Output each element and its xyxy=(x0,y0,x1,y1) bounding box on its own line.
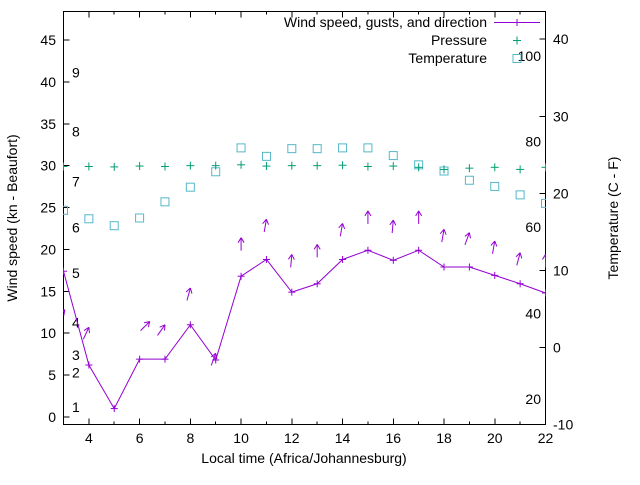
x-tick-label: 20 xyxy=(487,430,503,446)
fahrenheit-label: 100 xyxy=(518,48,542,64)
wind-direction-arrow xyxy=(63,309,66,321)
wind-direction-arrow xyxy=(389,219,397,234)
wind-direction-arrow xyxy=(364,210,372,224)
beaufort-label: 1 xyxy=(72,399,80,415)
wind-direction-arrow xyxy=(313,244,321,258)
pressure-series xyxy=(63,160,546,174)
left-axis-title: Wind speed (kn - Beaufort) xyxy=(4,134,20,301)
y-left-tick-label: 25 xyxy=(40,200,56,216)
wind-direction-arrow xyxy=(210,352,218,366)
y-left-tick-label: 15 xyxy=(40,283,56,299)
plot-border xyxy=(63,11,546,425)
wind-direction-arrow xyxy=(82,326,90,340)
legend: Wind speed, gusts, and direction Pressur… xyxy=(284,14,487,66)
y-right-tick-label: -10 xyxy=(553,417,573,433)
wind-direction-arrow xyxy=(542,254,546,268)
x-tick-label: 4 xyxy=(85,430,93,446)
x-axis-title: Local time (Africa/Johannesburg) xyxy=(201,450,406,466)
beaufort-label: 7 xyxy=(72,174,80,190)
y-right-tick-label: 20 xyxy=(553,185,569,201)
wind-direction-arrow xyxy=(287,254,295,268)
y-left-tick-label: 45 xyxy=(40,32,56,48)
beaufort-label: 3 xyxy=(72,347,80,363)
wind-direction-arrow xyxy=(262,218,270,233)
y-left-tick-label: 35 xyxy=(40,116,56,132)
beaufort-label: 6 xyxy=(72,220,80,236)
legend-temperature-label: Temperature xyxy=(408,50,487,66)
wind-direction-arrow xyxy=(439,228,447,243)
x-tick-label: 22 xyxy=(538,430,554,446)
x-tick-label: 6 xyxy=(136,430,144,446)
wind-direction-arrow xyxy=(515,252,523,266)
wind-direction-arrow xyxy=(185,287,193,301)
beaufort-label: 2 xyxy=(72,365,80,381)
fahrenheit-label: 60 xyxy=(525,219,541,235)
y-left-tick-label: 0 xyxy=(48,409,56,425)
y-left-tick-label: 5 xyxy=(48,367,56,383)
gust-direction-arrows xyxy=(63,210,546,366)
x-tick-label: 8 xyxy=(186,430,194,446)
wind-direction-arrow xyxy=(415,210,423,224)
beaufort-label: 8 xyxy=(72,123,80,139)
x-tick-label: 18 xyxy=(436,430,452,446)
wind-direction-arrow xyxy=(140,320,151,332)
plot-area xyxy=(63,143,546,413)
x-tick-label: 14 xyxy=(335,430,351,446)
x-tick-label: 10 xyxy=(233,430,249,446)
legend-pressure-label: Pressure xyxy=(431,32,487,48)
x-tick-label: 16 xyxy=(386,430,402,446)
y-left-tick-label: 10 xyxy=(40,325,56,341)
beaufort-label: 9 xyxy=(72,65,80,81)
y-right-tick-label: 30 xyxy=(553,108,569,124)
beaufort-label: 5 xyxy=(72,265,80,281)
legend-samples xyxy=(494,19,540,63)
y-right-tick-label: 10 xyxy=(553,262,569,278)
wind-direction-arrow xyxy=(464,232,471,246)
wind-direction-arrow xyxy=(237,237,245,251)
y-left-tick-label: 40 xyxy=(40,74,56,90)
y-right-tick-label: 0 xyxy=(553,339,561,355)
x-tick-label: 12 xyxy=(284,430,300,446)
beaufort-label: 4 xyxy=(72,314,80,330)
temperature-series xyxy=(63,143,546,231)
legend-wind-label: Wind speed, gusts, and direction xyxy=(284,14,487,30)
fahrenheit-label: 20 xyxy=(525,391,541,407)
y-right-tick-label: 40 xyxy=(553,31,569,47)
y-left-tick-label: 20 xyxy=(40,241,56,257)
wind-direction-arrow xyxy=(157,324,166,336)
wind-series xyxy=(63,246,546,413)
wind-direction-arrow xyxy=(338,223,346,237)
y-left-tick-label: 30 xyxy=(40,158,56,174)
axes-frame: 4 6 8 10 12 14 16 18 20 22051015202530354045-1001… xyxy=(40,11,573,446)
right-axis-title: Temperature (C - F) xyxy=(605,157,621,280)
fahrenheit-label: 80 xyxy=(525,134,541,150)
wind-direction-arrow xyxy=(490,240,498,254)
fahrenheit-label: 40 xyxy=(525,306,541,322)
